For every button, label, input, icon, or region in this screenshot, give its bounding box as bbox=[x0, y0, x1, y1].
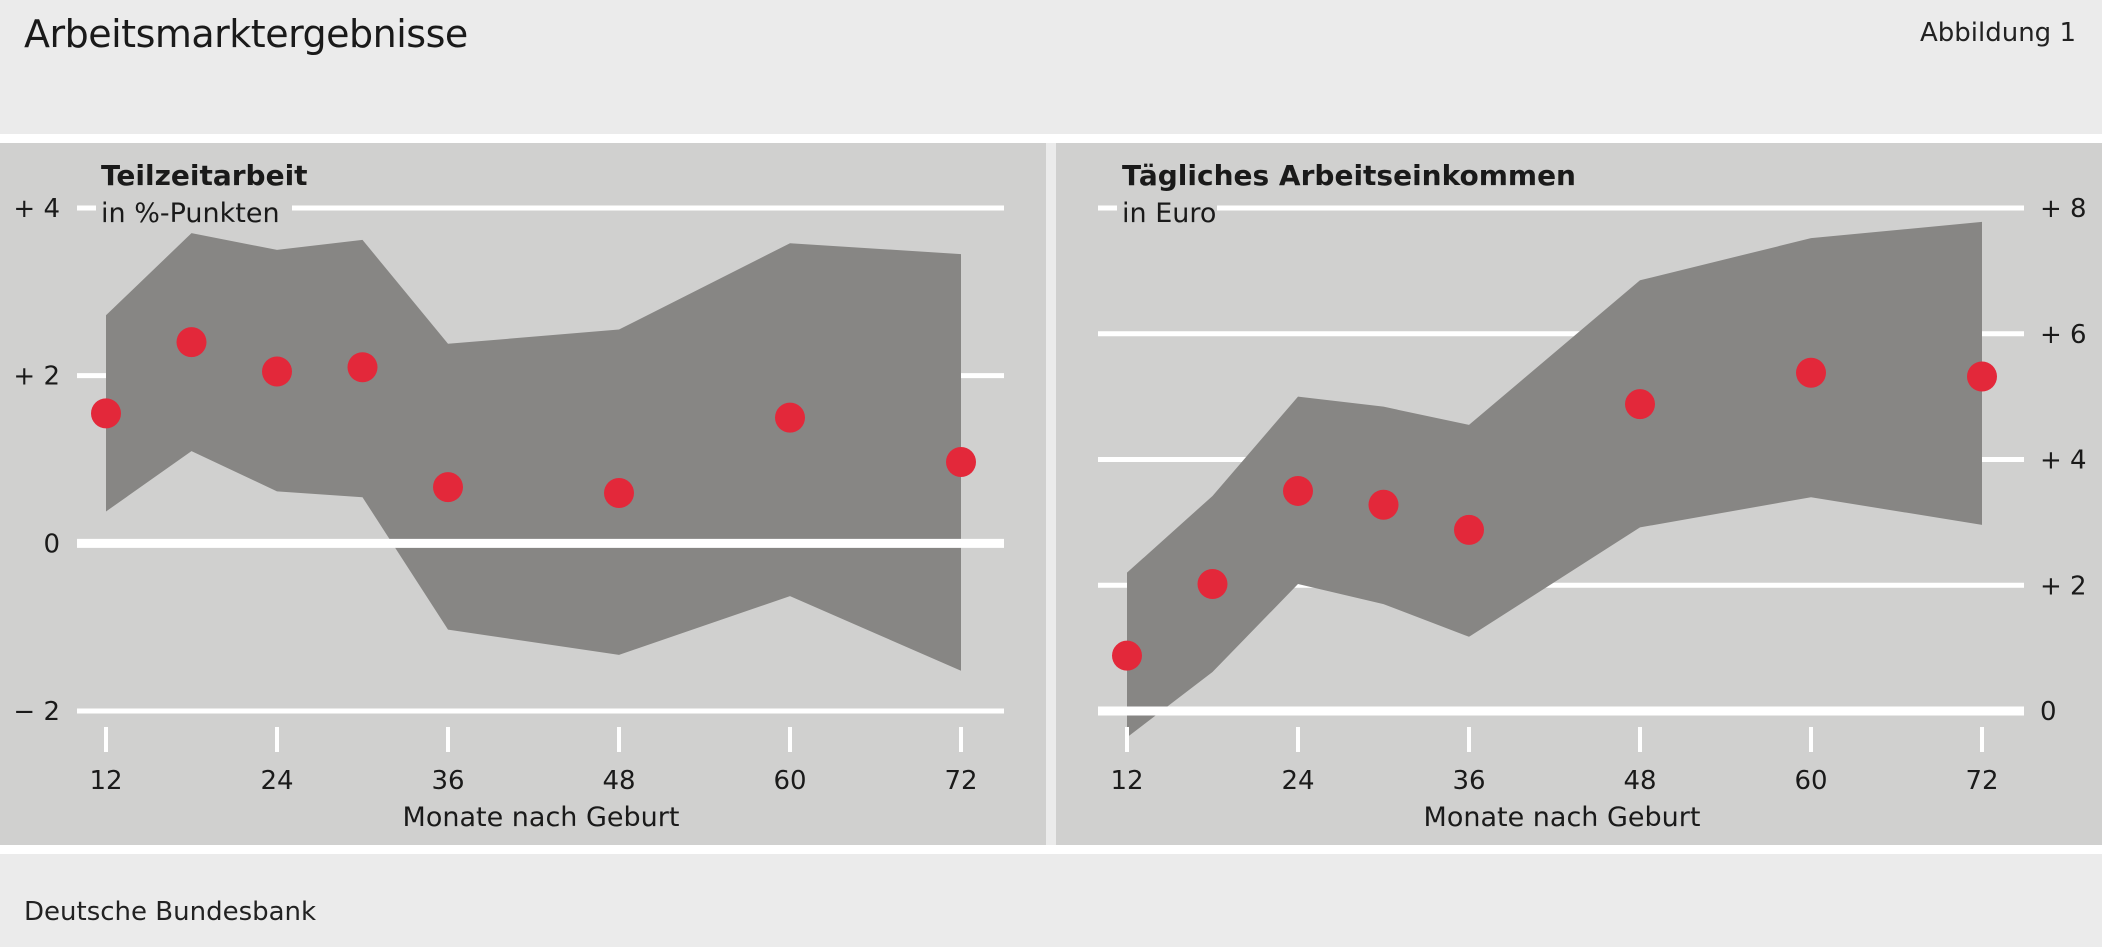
x-tick-label: 12 bbox=[89, 766, 122, 796]
y-tick-label: + 6 bbox=[2040, 320, 2087, 350]
y-axis-labels: − 2 0 + 2 + 4 bbox=[13, 194, 60, 727]
estimate-point bbox=[262, 356, 292, 387]
top-separator bbox=[0, 134, 2102, 143]
confidence-band bbox=[1127, 221, 1982, 738]
subtitle-backdrop bbox=[1117, 188, 1217, 228]
x-tick-label: 72 bbox=[1965, 766, 1998, 796]
x-axis-title: Monate nach Geburt bbox=[403, 802, 680, 833]
estimate-point bbox=[91, 398, 121, 429]
x-tick-label: 48 bbox=[1623, 766, 1656, 796]
confidence-band-area bbox=[106, 233, 961, 671]
x-axis-labels: 12 24 36 48 60 72 bbox=[1110, 766, 1998, 796]
y-tick-label: 0 bbox=[43, 529, 60, 559]
estimate-point bbox=[1967, 361, 1997, 392]
x-axis-labels: 12 24 36 48 60 72 bbox=[89, 766, 977, 796]
estimate-point bbox=[347, 352, 378, 383]
x-tick-label: 24 bbox=[1281, 766, 1314, 796]
chart-panel-arbeitseinkommen: 0 + 2 + 4 + 6 + 8 12 24 36 48 60 72 Tägliches Arb… bbox=[1056, 143, 2102, 845]
y-tick-label: + 2 bbox=[2040, 571, 2087, 601]
x-tick-label: 72 bbox=[944, 766, 977, 796]
estimate-point bbox=[946, 447, 976, 478]
y-tick-label: 0 bbox=[2040, 697, 2057, 727]
estimate-point bbox=[1368, 489, 1399, 520]
estimate-point bbox=[1796, 357, 1826, 388]
x-tick-label: 36 bbox=[1452, 766, 1485, 796]
estimate-point bbox=[176, 327, 207, 358]
y-unit-label: in Euro bbox=[1122, 198, 1216, 229]
estimate-point bbox=[1283, 475, 1313, 506]
x-axis-ticks bbox=[1125, 727, 1984, 752]
source-note: Deutsche Bundesbank bbox=[24, 897, 317, 927]
y-tick-label: + 2 bbox=[13, 362, 60, 392]
y-tick-label: + 4 bbox=[13, 194, 60, 224]
x-axis-ticks bbox=[104, 727, 963, 752]
subtitle-backdrop bbox=[96, 188, 292, 228]
x-tick-label: 60 bbox=[1794, 766, 1827, 796]
estimate-point bbox=[604, 478, 634, 509]
chart-panel-teilzeitarbeit: − 2 0 + 2 + 4 12 24 36 48 60 72 Teilzeitarbeit i… bbox=[0, 143, 1046, 845]
figure-title: Arbeitsmarktergebnisse bbox=[24, 12, 468, 56]
x-axis-title: Monate nach Geburt bbox=[1424, 802, 1701, 833]
y-tick-label: + 8 bbox=[2040, 194, 2087, 224]
estimate-point bbox=[1454, 514, 1484, 545]
estimate-point bbox=[1197, 568, 1228, 599]
x-tick-label: 36 bbox=[431, 766, 464, 796]
estimate-point bbox=[775, 402, 805, 433]
estimate-points bbox=[1112, 357, 1997, 671]
y-tick-label: − 2 bbox=[13, 697, 60, 727]
panel-title: Teilzeitarbeit bbox=[101, 159, 308, 192]
estimate-point bbox=[1625, 389, 1655, 420]
estimate-point bbox=[433, 472, 463, 503]
y-axis-labels: 0 + 2 + 4 + 6 + 8 bbox=[2040, 194, 2087, 727]
x-tick-label: 24 bbox=[260, 766, 293, 796]
confidence-band-area bbox=[1127, 221, 1982, 738]
estimate-points bbox=[91, 327, 976, 509]
y-unit-label: in %-Punkten bbox=[101, 198, 280, 229]
x-tick-label: 60 bbox=[773, 766, 806, 796]
y-tick-label: + 4 bbox=[2040, 446, 2087, 476]
panel-title: Tägliches Arbeitseinkommen bbox=[1122, 159, 1576, 192]
x-tick-label: 12 bbox=[1110, 766, 1143, 796]
figure-number: Abbildung 1 bbox=[1919, 18, 2076, 48]
estimate-point bbox=[1112, 640, 1142, 671]
x-tick-label: 48 bbox=[602, 766, 635, 796]
bottom-separator bbox=[0, 845, 2102, 854]
confidence-band bbox=[106, 233, 961, 671]
